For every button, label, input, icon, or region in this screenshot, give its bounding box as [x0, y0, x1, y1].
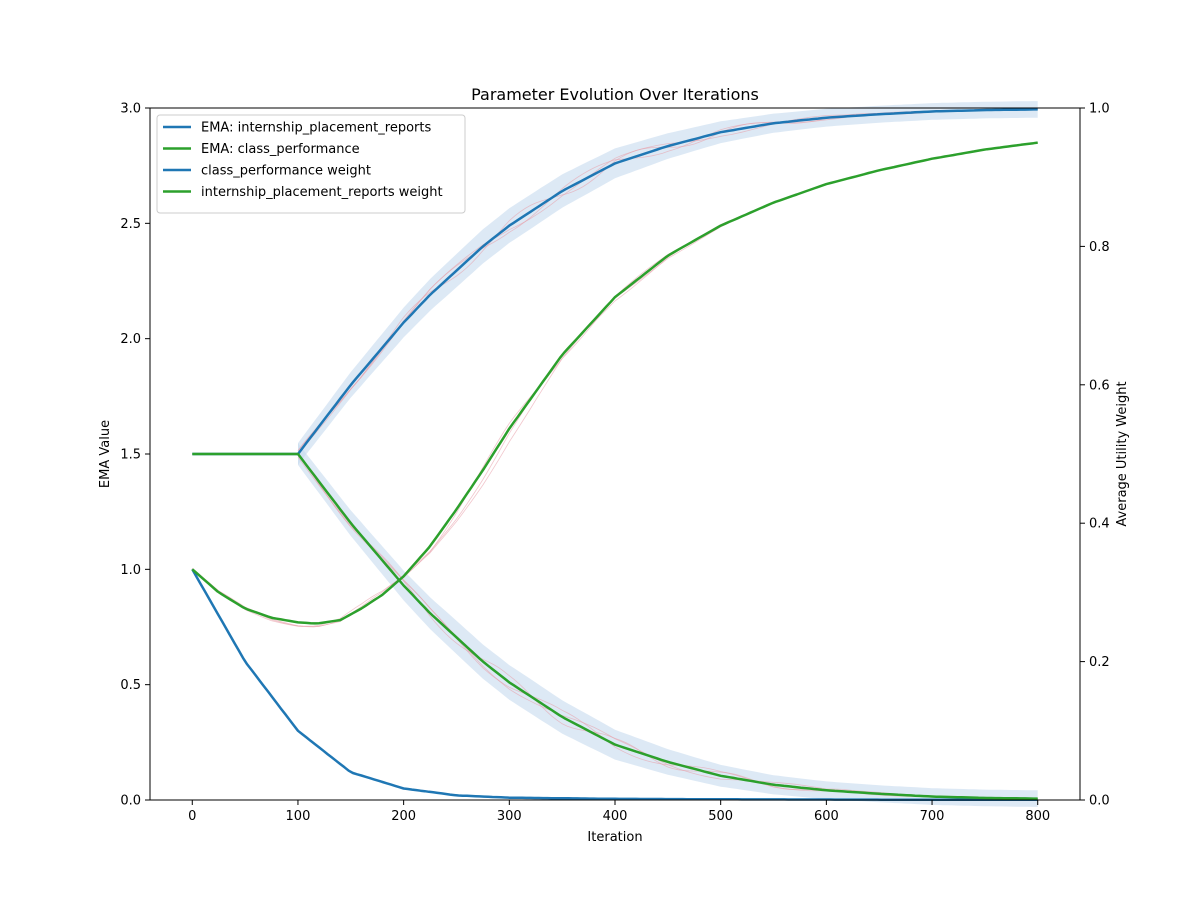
chart-title: Parameter Evolution Over Iterations [471, 85, 759, 104]
x-tick-label: 800 [1025, 809, 1050, 824]
right-y-tick-label: 1.0 [1089, 102, 1110, 117]
x-tick-label: 300 [497, 809, 522, 824]
left-y-axis-label: EMA Value [98, 420, 113, 488]
x-tick-label: 200 [391, 809, 416, 824]
left-y-tick-label: 3.0 [120, 102, 141, 117]
right-y-tick-label: 0.2 [1089, 655, 1110, 670]
legend: EMA: internship_placement_reports EMA: cl… [156, 114, 466, 214]
legend-box [156, 114, 466, 214]
x-tick-label: 500 [708, 809, 733, 824]
x-axis-ticks: 0 100 200 300 400 500 600 700 800 [188, 800, 1050, 824]
right-y-axis-ticks: 0.0 0.2 0.4 0.6 0.8 1.0 [1080, 102, 1110, 809]
legend-entry: EMA: internship_placement_reports [201, 121, 431, 136]
right-y-tick-label: 0.6 [1089, 378, 1110, 393]
series-line-2 [191, 141, 1038, 625]
left-y-axis-ticks: 0.0 0.5 1.0 1.5 2.0 2.5 3.0 [120, 102, 150, 809]
left-y-tick-label: 1.0 [120, 563, 141, 578]
left-y-tick-label: 2.0 [120, 332, 141, 347]
x-tick-label: 700 [920, 809, 945, 824]
legend-entry: class_performance weight [201, 164, 371, 179]
right-y-tick-label: 0.4 [1089, 517, 1110, 532]
x-tick-label: 100 [286, 809, 311, 824]
legend-entry: internship_placement_reports weight [201, 185, 443, 200]
left-y-tick-label: 0.5 [120, 678, 141, 693]
series-line-4 [192, 452, 1038, 800]
x-tick-label: 600 [814, 809, 839, 824]
right-y-tick-label: 0.0 [1089, 794, 1110, 809]
left-y-tick-label: 2.5 [120, 217, 141, 232]
left-y-tick-label: 1.5 [120, 448, 141, 463]
left-y-tick-label: 0.0 [120, 794, 141, 809]
x-tick-label: 400 [603, 809, 628, 824]
right-y-axis-label: Average Utility Weight [1115, 381, 1130, 526]
legend-entry: EMA: class_performance [201, 142, 360, 157]
series-line-3 [192, 108, 1038, 456]
right-y-tick-label: 0.8 [1089, 240, 1110, 255]
x-tick-label: 0 [188, 809, 196, 824]
x-axis-label: Iteration [587, 830, 642, 845]
